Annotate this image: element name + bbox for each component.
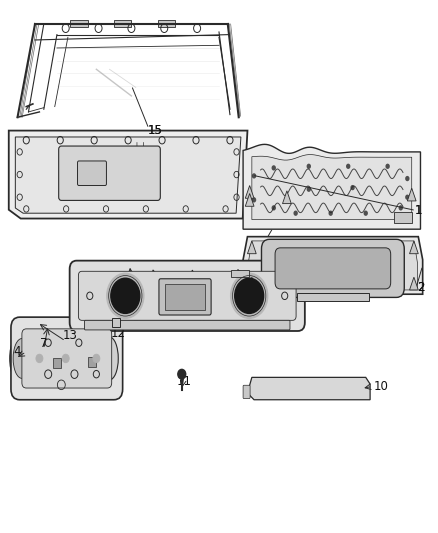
Ellipse shape bbox=[10, 333, 34, 384]
FancyBboxPatch shape bbox=[158, 20, 175, 27]
Circle shape bbox=[93, 354, 100, 362]
Circle shape bbox=[293, 211, 298, 216]
Text: 14: 14 bbox=[163, 313, 178, 326]
Circle shape bbox=[231, 273, 268, 318]
Polygon shape bbox=[410, 241, 418, 254]
Polygon shape bbox=[252, 155, 412, 220]
FancyBboxPatch shape bbox=[70, 261, 305, 331]
Polygon shape bbox=[245, 185, 254, 198]
Polygon shape bbox=[247, 241, 256, 254]
Text: 7: 7 bbox=[40, 337, 48, 350]
FancyBboxPatch shape bbox=[78, 161, 106, 185]
Circle shape bbox=[328, 211, 333, 216]
Polygon shape bbox=[245, 193, 254, 206]
FancyBboxPatch shape bbox=[22, 329, 112, 388]
FancyBboxPatch shape bbox=[88, 357, 96, 367]
Text: 8: 8 bbox=[268, 313, 275, 326]
Polygon shape bbox=[247, 377, 370, 400]
Circle shape bbox=[36, 354, 43, 362]
Text: 12: 12 bbox=[111, 327, 126, 340]
Circle shape bbox=[272, 205, 276, 211]
Polygon shape bbox=[243, 144, 420, 229]
FancyBboxPatch shape bbox=[394, 212, 412, 223]
FancyBboxPatch shape bbox=[85, 320, 290, 330]
Text: 10: 10 bbox=[374, 380, 389, 393]
Circle shape bbox=[307, 187, 311, 192]
Text: 2: 2 bbox=[417, 281, 424, 294]
Polygon shape bbox=[407, 188, 416, 201]
Text: 11: 11 bbox=[177, 375, 191, 387]
Circle shape bbox=[350, 185, 355, 190]
FancyBboxPatch shape bbox=[261, 239, 404, 297]
Polygon shape bbox=[283, 191, 291, 204]
Circle shape bbox=[405, 195, 410, 200]
FancyBboxPatch shape bbox=[78, 271, 296, 320]
FancyBboxPatch shape bbox=[70, 20, 88, 27]
Circle shape bbox=[385, 164, 390, 169]
Text: 5: 5 bbox=[132, 316, 139, 329]
FancyBboxPatch shape bbox=[59, 146, 160, 200]
Circle shape bbox=[235, 278, 264, 313]
Text: 9: 9 bbox=[198, 313, 205, 326]
Text: 13: 13 bbox=[63, 329, 78, 342]
Polygon shape bbox=[9, 131, 247, 219]
Circle shape bbox=[346, 164, 350, 169]
Polygon shape bbox=[247, 277, 256, 290]
FancyBboxPatch shape bbox=[11, 317, 123, 400]
Circle shape bbox=[399, 205, 403, 211]
Circle shape bbox=[364, 211, 368, 216]
Circle shape bbox=[252, 173, 256, 179]
FancyBboxPatch shape bbox=[165, 284, 205, 310]
FancyBboxPatch shape bbox=[231, 270, 249, 277]
Text: 4: 4 bbox=[14, 345, 21, 358]
Text: 1: 1 bbox=[414, 204, 422, 217]
FancyBboxPatch shape bbox=[53, 358, 61, 368]
Text: 15: 15 bbox=[148, 124, 163, 137]
Polygon shape bbox=[243, 237, 423, 294]
Polygon shape bbox=[248, 241, 417, 290]
Polygon shape bbox=[15, 137, 241, 213]
FancyBboxPatch shape bbox=[114, 20, 131, 27]
Circle shape bbox=[107, 273, 144, 318]
Text: i  i: i i bbox=[136, 142, 144, 148]
Circle shape bbox=[272, 165, 276, 171]
Text: 15: 15 bbox=[148, 124, 163, 137]
FancyBboxPatch shape bbox=[243, 385, 250, 399]
Polygon shape bbox=[410, 277, 418, 290]
Ellipse shape bbox=[101, 337, 118, 380]
Text: 1: 1 bbox=[414, 204, 422, 217]
Circle shape bbox=[405, 176, 410, 181]
Circle shape bbox=[62, 354, 69, 362]
Circle shape bbox=[178, 369, 186, 379]
FancyBboxPatch shape bbox=[297, 293, 369, 301]
Text: 2: 2 bbox=[417, 281, 424, 294]
Ellipse shape bbox=[13, 338, 31, 378]
FancyBboxPatch shape bbox=[275, 248, 391, 289]
Circle shape bbox=[307, 164, 311, 169]
Circle shape bbox=[111, 278, 140, 313]
Circle shape bbox=[252, 197, 256, 203]
FancyBboxPatch shape bbox=[112, 318, 120, 327]
FancyBboxPatch shape bbox=[159, 279, 211, 315]
